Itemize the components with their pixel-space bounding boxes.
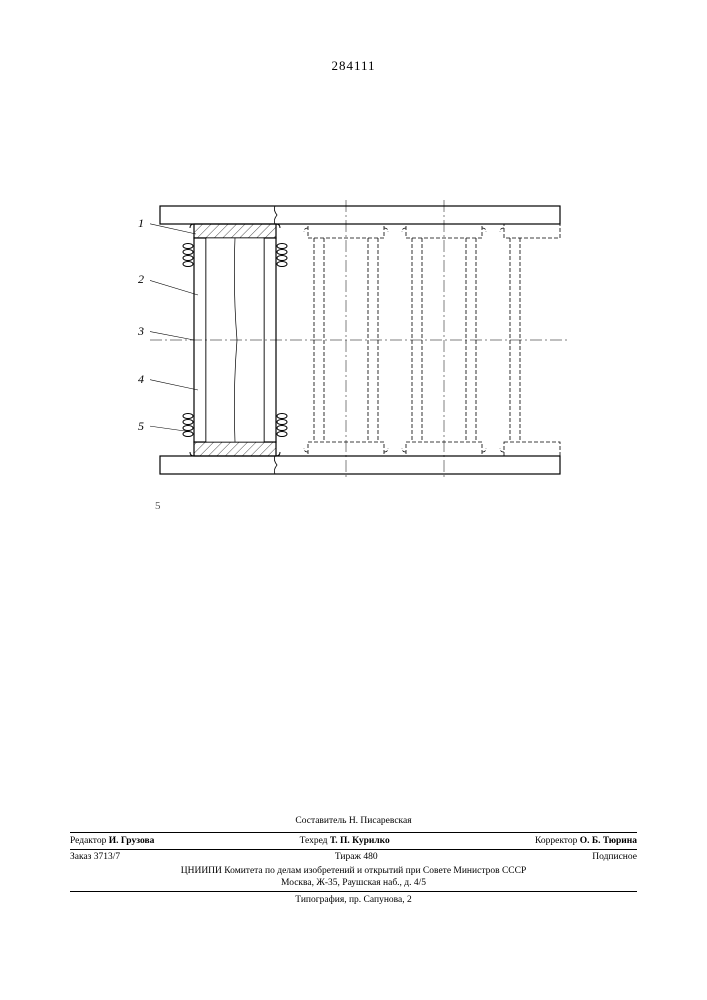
tech-credit: Техред Т. П. Курилко [300,836,390,846]
order-row: Заказ 3713/7 Тираж 480 Подписное [70,850,637,864]
callout-5: 5 [138,419,144,434]
scan-artifact: 5 [155,500,161,512]
editor-credit: Редактор И. Грузова [70,836,154,846]
callout-2: 2 [138,272,144,287]
subscription: Подписное [592,852,637,862]
typography-line: Типография, пр. Сапунова, 2 [70,892,637,905]
publisher-address: Москва, Ж-35, Раушская наб., д. 4/5 [70,878,637,892]
callout-4: 4 [138,372,144,387]
callout-labels: 1 2 3 4 5 [120,200,150,480]
corrector-credit: Корректор О. Б. Тюрина [535,836,637,846]
credits-row: Редактор И. Грузова Техред Т. П. Курилко… [70,832,637,850]
imprint-footer: Составитель Н. Писаревская Редактор И. Г… [70,816,637,905]
patent-number: 284111 [0,58,707,74]
publisher-org: ЦНИИПИ Комитета по делам изобретений и о… [70,864,637,878]
compiler-line: Составитель Н. Писаревская [70,816,637,826]
order-number: Заказ 3713/7 [70,852,120,862]
technical-figure [150,200,570,480]
callout-1: 1 [138,216,144,231]
tirazh: Тираж 480 [335,852,378,862]
callout-3: 3 [138,324,144,339]
